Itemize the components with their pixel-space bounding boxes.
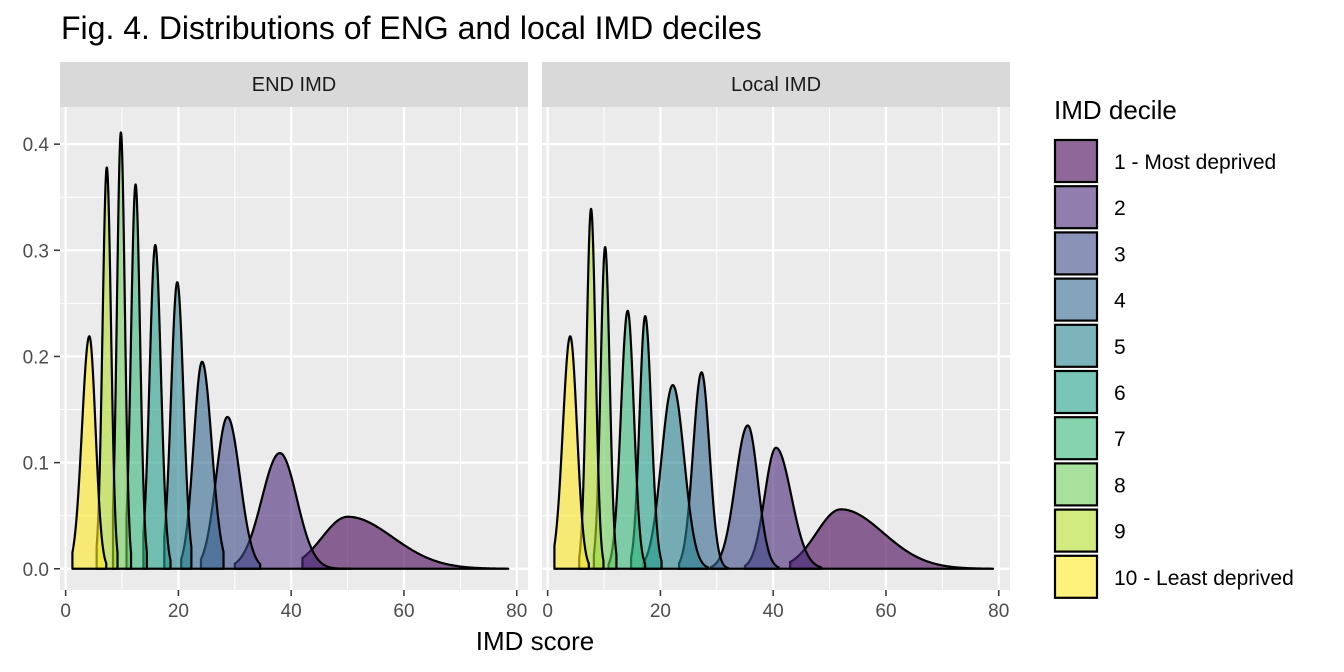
x-tick-label: 40 <box>281 601 302 622</box>
legend-label: 6 <box>1114 382 1126 405</box>
legend-item: 5 <box>1053 323 1126 368</box>
y-tick-label: 0.4 <box>23 135 50 156</box>
x-tick-label: 80 <box>988 601 1009 622</box>
panel-2: Local IMD 0 20 40 60 80 <box>542 62 1010 622</box>
legend: IMD decile 1 - Most deprived 2 3 4 5 6 7 8 9 10 -… <box>1053 95 1294 599</box>
legend-item: 1 - Most deprived <box>1053 138 1276 184</box>
facet-strip <box>542 62 1010 107</box>
legend-item: 7 <box>1053 416 1126 461</box>
facet-strip-label: Local IMD <box>731 74 821 96</box>
y-tick-label: 0.1 <box>23 454 49 475</box>
legend-label: 8 <box>1114 474 1126 497</box>
panel-1: END IMD 0 20 40 60 80 0.0 0.1 0.2 0.3 0.4 <box>23 62 528 622</box>
legend-item: 9 <box>1053 508 1126 553</box>
legend-label: 2 <box>1114 197 1126 220</box>
legend-label: 10 - Least deprived <box>1114 567 1294 590</box>
density-9 <box>578 207 605 570</box>
density-3 <box>710 424 780 570</box>
legend-label: 9 <box>1114 521 1126 544</box>
x-tick-label: 0 <box>60 601 71 622</box>
density-10 <box>71 335 108 570</box>
density-10 <box>553 335 590 570</box>
legend-swatch <box>1053 416 1099 461</box>
facet-panels: END IMD 0 20 40 60 80 0.0 0.1 0.2 0.3 0.4 Local IMD… <box>23 62 1010 622</box>
legend-swatch <box>1053 508 1099 553</box>
legend-swatch <box>1053 138 1099 184</box>
density-6 <box>142 243 172 570</box>
legend-swatch <box>1053 369 1099 415</box>
facet-strip-label: END IMD <box>252 74 336 96</box>
x-tick-label: 40 <box>763 601 784 622</box>
density-9 <box>95 166 119 570</box>
legend-item: 3 <box>1053 231 1126 276</box>
chart-title: Fig. 4. Distributions of ENG and local I… <box>61 10 762 46</box>
legend-label: 1 - Most deprived <box>1114 151 1276 174</box>
density-2 <box>233 451 352 570</box>
legend-swatch <box>1053 554 1099 599</box>
x-tick-label: 20 <box>650 601 671 622</box>
legend-item: 4 <box>1053 277 1126 322</box>
legend-swatch <box>1053 277 1099 322</box>
legend-item: 8 <box>1053 462 1126 507</box>
x-tick-label: 20 <box>168 601 189 622</box>
density-8 <box>111 131 133 570</box>
legend-item: 10 - Least deprived <box>1053 554 1294 599</box>
legend-items: 1 - Most deprived 2 3 4 5 6 7 8 9 10 - Least depr… <box>1053 138 1294 599</box>
legend-swatch <box>1053 185 1099 230</box>
legend-label: 5 <box>1114 336 1126 359</box>
y-tick-label: 0.2 <box>23 347 49 368</box>
legend-swatch <box>1053 323 1099 368</box>
density-7 <box>125 183 148 570</box>
x-axis-title: IMD score <box>476 626 594 656</box>
legend-label: 3 <box>1114 243 1126 266</box>
y-tick-label: 0.3 <box>23 241 49 262</box>
legend-label: 7 <box>1114 428 1126 451</box>
legend-item: 2 <box>1053 185 1126 230</box>
legend-swatch <box>1053 231 1099 276</box>
y-tick-label: 0.0 <box>23 560 49 581</box>
x-tick-label: 80 <box>506 601 527 622</box>
legend-label: 4 <box>1114 290 1126 313</box>
density-1 <box>301 515 510 570</box>
x-tick-label: 60 <box>393 601 414 622</box>
legend-title: IMD decile <box>1054 95 1177 125</box>
facet-strip <box>60 62 528 107</box>
legend-item: 6 <box>1053 369 1126 415</box>
density-1 <box>789 508 995 570</box>
legend-swatch <box>1053 462 1099 507</box>
x-tick-label: 0 <box>542 601 553 622</box>
x-tick-label: 60 <box>875 601 896 622</box>
density-5 <box>163 281 193 570</box>
